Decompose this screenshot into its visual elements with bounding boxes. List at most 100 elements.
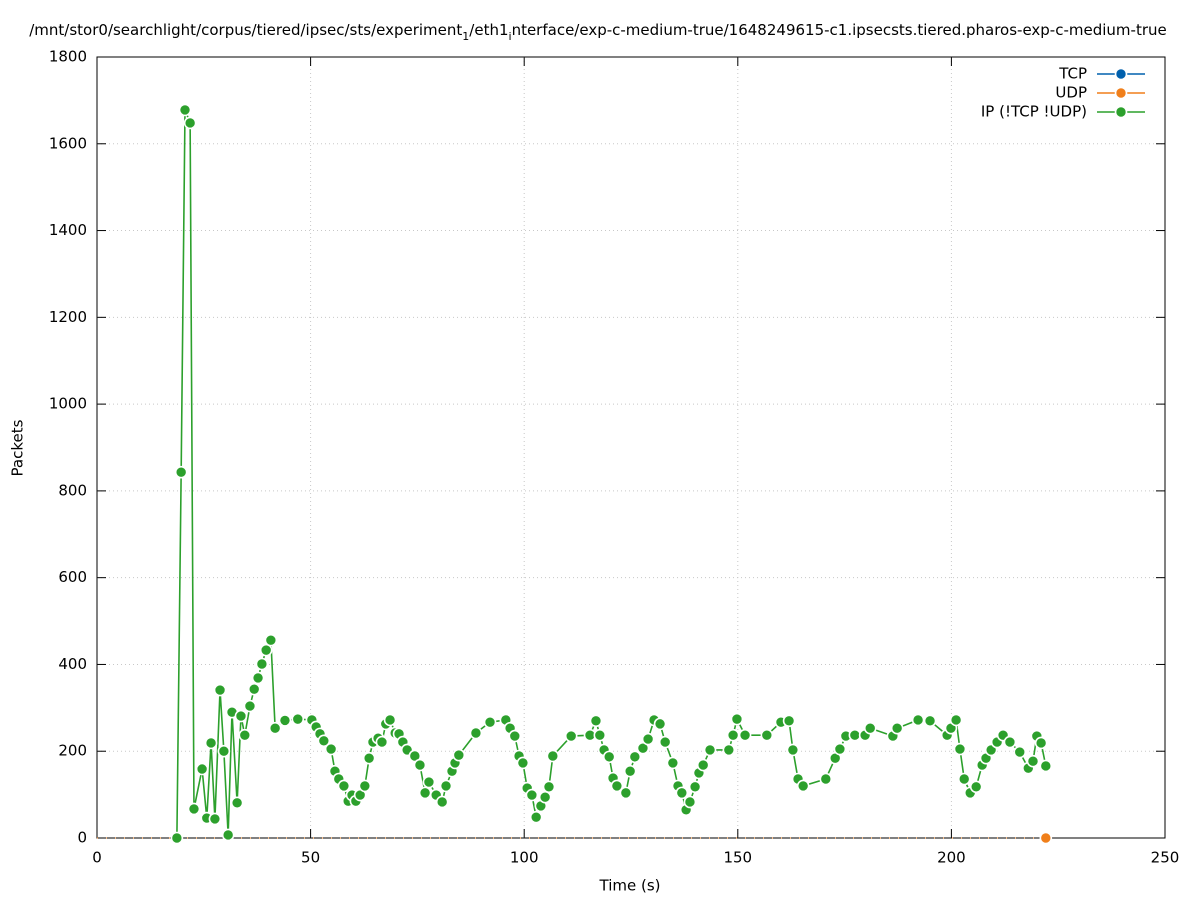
data-point — [726, 728, 740, 742]
y-tick-label: 800 — [58, 481, 87, 499]
legend-marker — [1114, 86, 1128, 100]
data-point — [782, 714, 796, 728]
legend-label: TCP — [1058, 65, 1087, 83]
data-point — [760, 728, 774, 742]
legend-label: UDP — [1055, 84, 1087, 102]
data-point — [658, 735, 672, 749]
data-point — [204, 736, 218, 750]
data-point — [628, 750, 642, 764]
data-point — [666, 756, 680, 770]
y-tick-label: 600 — [58, 568, 87, 586]
y-tick-label: 1600 — [49, 134, 87, 152]
data-point — [730, 712, 744, 726]
data-point — [174, 465, 188, 479]
data-point — [324, 742, 338, 756]
chart-title: /mnt/stor0/searchlight/corpus/tiered/ips… — [29, 21, 1166, 43]
data-point — [819, 772, 833, 786]
data-point — [529, 810, 543, 824]
y-tick-label: 1000 — [49, 395, 87, 413]
title-part: /eth1 — [469, 21, 508, 39]
data-point — [358, 779, 372, 793]
data-point — [251, 671, 265, 685]
x-tick-label: 200 — [937, 849, 966, 867]
data-point — [1039, 759, 1053, 773]
series-line — [176, 109, 1047, 839]
data-point — [195, 762, 209, 776]
data-point — [953, 742, 967, 756]
data-point — [593, 728, 607, 742]
data-point — [525, 788, 539, 802]
y-tick-label: 400 — [58, 655, 87, 673]
data-point — [696, 758, 710, 772]
data-point — [439, 779, 453, 793]
data-point — [418, 786, 432, 800]
data-point — [546, 749, 560, 763]
x-tick-label: 250 — [1151, 849, 1180, 867]
data-point — [516, 756, 530, 770]
data-point — [911, 713, 925, 727]
y-axis-label: Packets — [9, 419, 27, 476]
data-point — [375, 735, 389, 749]
data-point — [703, 743, 717, 757]
data-point — [469, 726, 483, 740]
plot-frame — [96, 56, 1166, 839]
y-tick-label: 1200 — [49, 308, 87, 326]
data-point — [890, 721, 904, 735]
legend-marker — [1114, 105, 1128, 119]
data-point — [923, 714, 937, 728]
title-part: 1 — [462, 30, 469, 43]
y-tick-label: 0 — [77, 829, 87, 847]
data-point — [337, 779, 351, 793]
data-point — [610, 779, 624, 793]
data-point — [247, 682, 261, 696]
data-point — [213, 683, 227, 697]
data-point — [255, 657, 269, 671]
data-point — [243, 699, 257, 713]
x-tick-label: 100 — [510, 849, 539, 867]
data-point — [483, 715, 497, 729]
legend-label: IP (!TCP !UDP) — [981, 103, 1087, 121]
legend-marker — [1114, 67, 1128, 81]
data-point — [170, 831, 184, 845]
data-point — [722, 743, 736, 757]
data-point — [238, 728, 252, 742]
x-tick-label: 50 — [301, 849, 320, 867]
data-point — [683, 795, 697, 809]
data-point — [317, 734, 331, 748]
data-point — [1034, 736, 1048, 750]
data-point — [833, 742, 847, 756]
data-point — [538, 790, 552, 804]
data-point — [675, 786, 689, 800]
data-point — [688, 780, 702, 794]
y-tick-label: 200 — [58, 742, 87, 760]
data-point — [362, 751, 376, 765]
x-axis-label: Time (s) — [599, 877, 661, 895]
x-tick-label: 0 — [92, 849, 102, 867]
data-point — [234, 709, 248, 723]
data-point — [796, 779, 810, 793]
data-point — [268, 721, 282, 735]
data-point — [1026, 754, 1040, 768]
data-point — [564, 729, 578, 743]
title-part: /mnt/stor0/searchlight/corpus/tiered/ips… — [29, 21, 462, 39]
x-tick-label: 150 — [723, 849, 752, 867]
data-point — [653, 717, 667, 731]
data-point — [278, 714, 292, 727]
data-point — [1013, 745, 1027, 759]
data-point — [291, 712, 305, 726]
data-point — [623, 764, 637, 778]
data-point — [848, 728, 862, 742]
data-point — [969, 780, 983, 794]
data-point — [259, 643, 273, 657]
data-point — [183, 116, 197, 130]
data-point — [602, 750, 616, 764]
data-point — [264, 633, 278, 647]
data-point — [863, 721, 877, 735]
title-part: nterface/exp-c-medium-true/1648249615-c1… — [512, 21, 1167, 39]
data-point — [221, 828, 235, 842]
data-point — [383, 713, 397, 727]
data-point — [230, 796, 244, 810]
data-point — [187, 802, 201, 816]
